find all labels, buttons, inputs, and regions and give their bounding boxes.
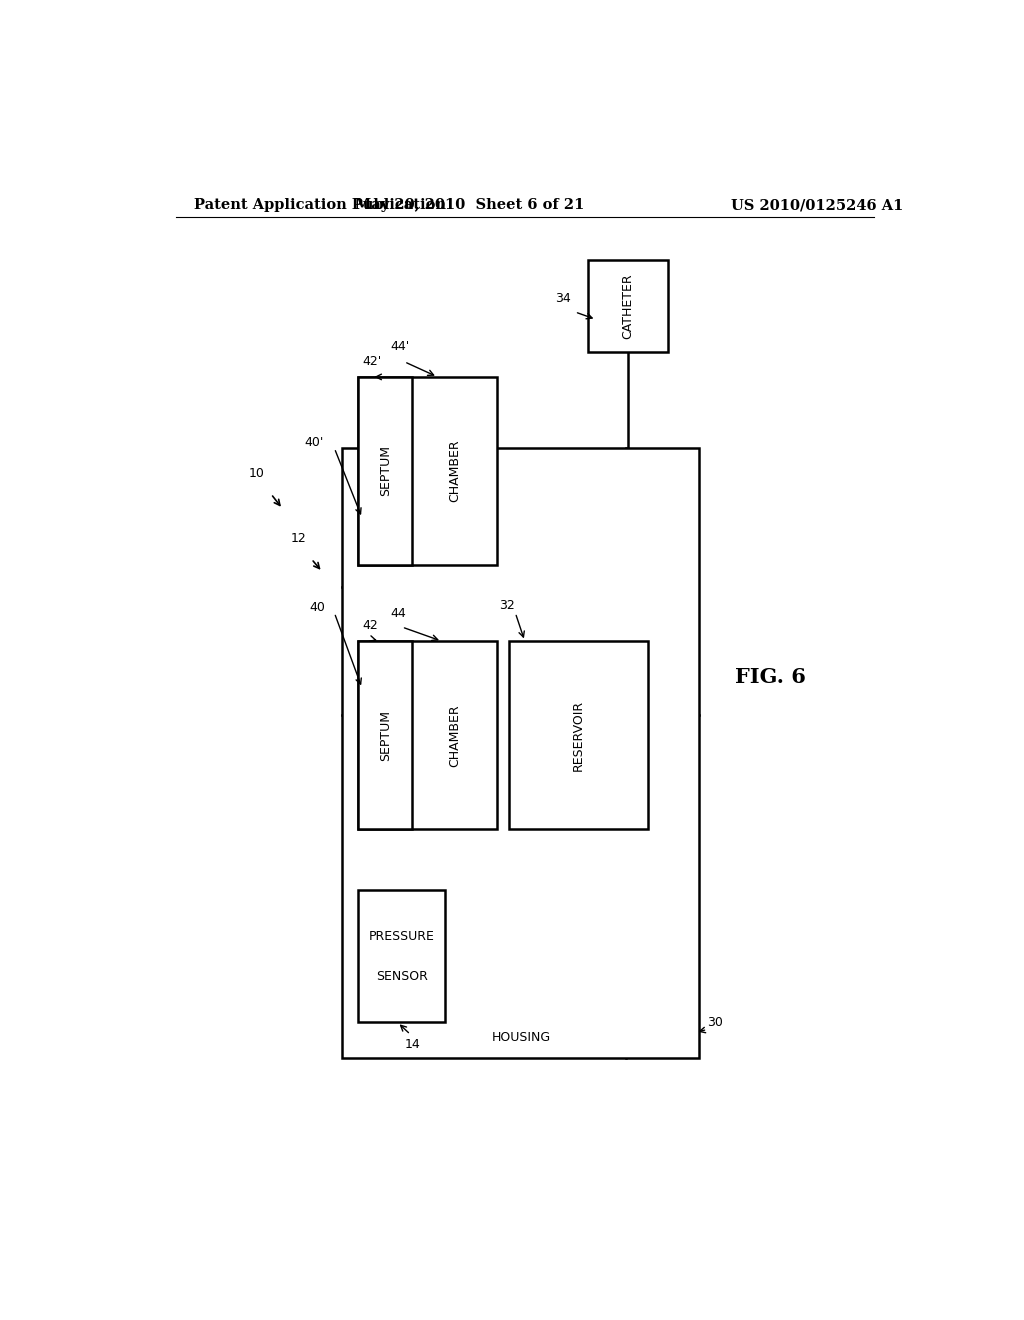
Bar bbox=[509, 642, 648, 829]
Text: HOUSING: HOUSING bbox=[492, 1031, 550, 1044]
Text: 42: 42 bbox=[362, 619, 378, 632]
Text: PRESSURE: PRESSURE bbox=[369, 931, 435, 942]
Text: CHAMBER: CHAMBER bbox=[449, 440, 461, 502]
Text: 12: 12 bbox=[291, 532, 306, 545]
Text: 14: 14 bbox=[404, 1039, 420, 1051]
Text: 32: 32 bbox=[500, 599, 515, 612]
Text: 44: 44 bbox=[390, 607, 406, 620]
Bar bbox=[358, 378, 412, 565]
Text: SENSOR: SENSOR bbox=[376, 970, 428, 982]
Text: 42': 42' bbox=[362, 355, 382, 368]
Text: CHAMBER: CHAMBER bbox=[449, 704, 461, 767]
Bar bbox=[358, 378, 497, 565]
Text: RESERVOIR: RESERVOIR bbox=[571, 700, 585, 771]
Text: Patent Application Publication: Patent Application Publication bbox=[194, 198, 445, 213]
Text: US 2010/0125246 A1: US 2010/0125246 A1 bbox=[731, 198, 903, 213]
Text: FIG. 6: FIG. 6 bbox=[735, 667, 806, 686]
Bar bbox=[588, 260, 668, 351]
Text: 34: 34 bbox=[555, 292, 570, 305]
Text: SEPTUM: SEPTUM bbox=[379, 710, 391, 760]
Text: 40': 40' bbox=[305, 437, 325, 450]
Text: CATHETER: CATHETER bbox=[622, 273, 635, 339]
Bar bbox=[358, 890, 445, 1022]
Bar bbox=[358, 642, 412, 829]
Text: 10: 10 bbox=[249, 467, 264, 480]
Text: 40: 40 bbox=[309, 601, 325, 614]
Text: SEPTUM: SEPTUM bbox=[379, 445, 391, 496]
Text: 44': 44' bbox=[390, 341, 410, 352]
Bar bbox=[342, 447, 699, 1057]
Bar bbox=[358, 642, 497, 829]
Text: 30: 30 bbox=[708, 1016, 723, 1028]
Text: May 20, 2010  Sheet 6 of 21: May 20, 2010 Sheet 6 of 21 bbox=[354, 198, 584, 213]
